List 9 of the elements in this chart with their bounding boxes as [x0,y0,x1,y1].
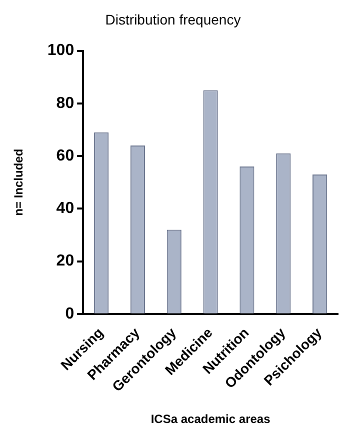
y-tick-label: 60 [56,147,74,164]
chart-title: Distribution frequency [105,11,241,28]
y-tick-label: 20 [56,252,74,270]
y-tick-label: 40 [56,200,74,218]
y-tick-label: 100 [47,42,74,60]
y-tick-label: 80 [56,94,74,112]
y-axis-title: n= Included [12,148,26,216]
x-axis-title: ICSa academic areas [150,412,271,426]
y-tick-label: 0 [65,305,74,322]
